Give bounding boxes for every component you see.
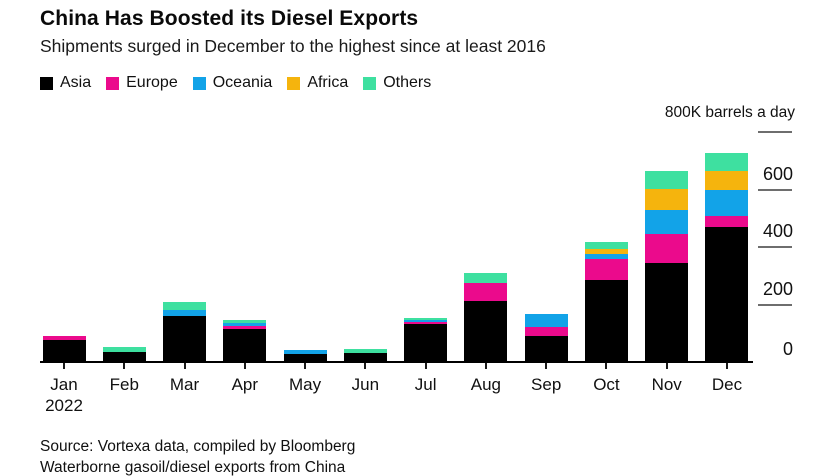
x-axis-label-nov: Nov	[651, 375, 682, 394]
bar-segment-jul-oceania	[404, 319, 448, 323]
bar-segment-mar-asia	[163, 316, 207, 361]
chart-title: China Has Boosted its Diesel Exports	[40, 7, 419, 30]
bar-segment-dec-europe	[705, 216, 749, 228]
bar-segment-jun-others	[343, 348, 387, 353]
x-axis-label-feb: Feb	[109, 375, 139, 394]
source-note: Source: Vortexa data, compiled by Bloomb…	[40, 436, 355, 476]
bar-segment-mar-oceania	[163, 309, 207, 317]
bar-segment-dec-oceania	[705, 189, 749, 217]
bar-segment-may-asia	[283, 353, 327, 361]
note-line: Waterborne gasoil/diesel exports from Ch…	[40, 459, 346, 476]
legend-label: Asia	[60, 74, 92, 91]
x-axis-label-apr: Apr	[231, 375, 259, 394]
x-axis-label-dec: Dec	[711, 375, 743, 394]
legend-item-others: Others	[363, 74, 431, 92]
bar-segment-aug-others	[464, 273, 508, 284]
x-axis-line	[40, 361, 753, 363]
legend-item-oceania: Oceania	[192, 74, 273, 92]
x-axis-tick-jun	[364, 363, 367, 369]
bar-segment-oct-others	[584, 241, 628, 250]
bar-segment-dec-others	[705, 152, 749, 172]
bar-segment-may-oceania	[283, 349, 327, 354]
legend-swatch-others	[363, 76, 377, 90]
legend-swatch-africa	[287, 76, 301, 90]
y-axis-unit-label: 800K barrels a day	[664, 104, 795, 121]
bar-segment-jul-others	[404, 318, 448, 320]
legend-label: Oceania	[212, 74, 273, 91]
bar-segment-nov-africa	[645, 189, 689, 211]
x-axis-tick-nov	[665, 363, 668, 369]
x-axis-tick-jan	[63, 363, 65, 369]
legend-item-asia: Asia	[40, 74, 91, 92]
legend-label: Africa	[307, 74, 349, 91]
bar-segment-apr-asia	[223, 328, 267, 361]
legend-swatch-oceania	[192, 76, 206, 90]
bar-segment-oct-europe	[584, 258, 628, 280]
x-axis-tick-feb	[123, 363, 126, 369]
x-axis-label-aug: Aug	[470, 375, 501, 394]
bar-segment-apr-oceania	[223, 323, 267, 326]
bar-segment-oct-oceania	[584, 253, 628, 259]
bar-segment-jan-asia	[42, 340, 86, 361]
x-axis-label-sep: Sep	[531, 375, 562, 394]
bar-segment-apr-europe	[223, 325, 267, 329]
bar-segment-dec-asia	[705, 227, 749, 361]
bar-segment-jul-europe	[404, 322, 448, 324]
x-axis-label-may: May	[289, 375, 322, 394]
chart-subtitle: Shipments surged in December to the high…	[40, 36, 546, 56]
bar-segment-mar-others	[163, 301, 207, 310]
x-axis-tick-mar	[183, 363, 186, 369]
y-axis-label-0: 0	[782, 339, 793, 359]
x-axis-label-oct: Oct	[593, 375, 620, 394]
x-axis-year-label: 2022	[45, 396, 83, 415]
bar-segment-sep-europe	[524, 327, 568, 336]
legend-label: Europe	[126, 74, 178, 91]
bar-segment-nov-europe	[645, 233, 689, 263]
x-axis-tick-oct	[605, 363, 608, 369]
legend-swatch-europe	[106, 76, 120, 90]
bar-segment-jul-asia	[404, 323, 448, 361]
bar-segment-jun-asia	[343, 352, 387, 361]
source-line: Source: Vortexa data, compiled by Bloomb…	[40, 438, 356, 455]
bar-segment-oct-africa	[584, 249, 628, 254]
y-axis-tick-line-800	[758, 131, 792, 133]
x-axis-tick-jul	[424, 363, 427, 369]
x-axis-label-jun: Jun	[351, 375, 380, 394]
bar-segment-dec-africa	[705, 171, 749, 190]
legend-item-europe: Europe	[106, 74, 178, 92]
x-axis-label-jul: Jul	[414, 375, 437, 394]
bar-segment-jan-europe	[42, 335, 86, 341]
legend-item-africa: Africa	[287, 74, 348, 92]
y-axis-tick-line-200	[758, 303, 792, 306]
y-axis-tick-line-600	[758, 188, 792, 191]
bar-segment-nov-oceania	[645, 210, 689, 234]
x-axis-tick-may	[304, 363, 307, 369]
bar-segment-sep-asia	[524, 335, 568, 361]
legend: Asia Europe Oceania Africa Others	[40, 74, 431, 92]
bar-segment-nov-asia	[645, 262, 689, 361]
x-axis-tick-sep	[545, 363, 548, 369]
bar-segment-feb-asia	[102, 352, 146, 361]
bar-segment-nov-others	[645, 171, 689, 190]
x-axis-tick-dec	[725, 363, 728, 369]
bar-segment-oct-asia	[584, 279, 628, 361]
bar-segment-sep-oceania	[524, 314, 568, 328]
x-axis-label-mar: Mar	[169, 375, 200, 394]
x-axis-tick-aug	[484, 363, 487, 369]
x-axis-label-jan: Jan	[50, 375, 78, 394]
bar-segment-aug-asia	[464, 300, 508, 361]
y-axis-label-400: 400	[762, 221, 793, 241]
bar-segment-feb-others	[102, 346, 146, 353]
y-axis-label-200: 200	[762, 278, 793, 299]
legend-label: Others	[383, 74, 432, 91]
legend-swatch-asia	[40, 76, 53, 90]
bar-segment-aug-europe	[464, 283, 508, 301]
bar-segment-apr-others	[223, 319, 267, 324]
y-axis-label-600: 600	[762, 163, 793, 184]
x-axis-tick-apr	[243, 363, 246, 369]
y-axis-tick-line-400	[758, 246, 792, 248]
